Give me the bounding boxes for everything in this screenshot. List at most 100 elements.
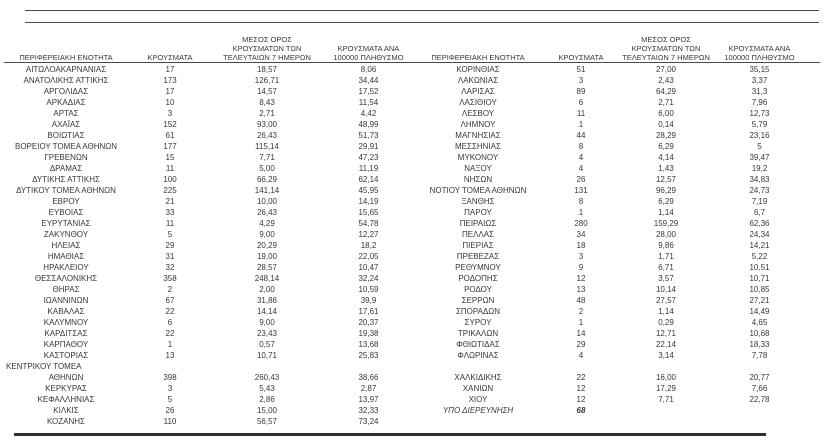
cell-per100k: 19,2 [751,164,768,173]
header-avg7: ΜΕΣΟΣ ΟΡΟΣ ΚΡΟΥΣΜΑΤΩΝ ΤΩΝ ΤΕΛΕΥΤΑΙΩΝ 7 Η… [223,35,311,62]
header-region: ΠΕΡΙΦΕΡΕΙΑΚΗ ΕΝΟΤΗΤΑ [19,53,113,62]
table-row: ΔΥΤΙΚΟΥ ΤΟΜΕΑ ΑΘΗΝΩΝ 225 141,14 45,95 [2,185,413,196]
cell-avg7: 10,71 [256,351,278,360]
cell-avg7: 56,57 [256,417,278,426]
table-row: ΕΒΡΟΥ 21 10,00 14,19 [2,196,413,207]
cell-per100k: 13,97 [358,395,379,404]
table-row: ΝΗΣΩΝ 26 12,57 34,83 [414,174,807,185]
cell-cases: 44 [576,131,586,140]
cell-per100k: 17,61 [358,307,379,316]
header-region: ΠΕΡΙΦΕΡΕΙΑΚΗ ΕΝΟΤΗΤΑ [431,53,525,62]
cell-region: ΦΛΩΡΙΝΑΣ [457,351,499,360]
cell-avg7: 115,14 [255,142,279,151]
cell-per100k: 10,85 [749,285,770,294]
regional-cases-table-left: ΠΕΡΙΦΕΡΕΙΑΚΗ ΕΝΟΤΗΤΑ ΚΡΟΥΣΜΑΤΑ ΜΕΣΟΣ ΟΡΟ… [2,26,413,427]
cell-per100k: 27,21 [749,296,770,305]
cell-region: ΚΕΝΤΡΙΚΟΥ ΤΟΜΕΑ [6,362,82,371]
cell-cases: 26 [576,175,586,184]
table-row: ΚΙΛΚΙΣ 26 15,00 32,33 [2,405,413,416]
cell-region: ΚΑΡΔΙΤΣΑΣ [44,329,88,338]
cell-avg7: 260,43 [254,373,280,382]
cell-cases: 18 [576,241,586,250]
cell-per100k: 4,42 [360,109,377,118]
table-row: ΠΙΕΡΙΑΣ 18 9,86 14,21 [414,240,807,251]
table-row: ΦΘΙΩΤΙΔΑΣ 29 22,14 18,33 [414,339,807,350]
cell-region: ΚΑΒΑΛΑΣ [47,307,85,316]
cell-per100k: 62,36 [749,219,770,228]
cell-region: ΗΛΕΙΑΣ [51,241,81,250]
cell-cases: 14 [576,329,586,338]
cell-cases: 8 [578,142,584,151]
table-row: ΥΠΟ ΔΙΕΡΕΥΝΗΣΗ 68 [414,405,807,416]
cell-avg7 [210,361,324,372]
table-row [414,361,807,372]
cell-per100k: 18,33 [749,340,770,349]
cell-cases: 5 [167,395,173,404]
cell-avg7: 20,29 [256,241,278,250]
cell-region: ΚΑΛΥΜΝΟΥ [43,318,89,327]
cell-region: ΗΜΑΘΙΑΣ [47,252,85,261]
table-row: ΦΛΩΡΙΝΑΣ 4 3,14 7,78 [414,350,807,361]
cell-avg7 [620,416,712,427]
cell-region: ΑΘΗΝΩΝ [48,373,84,382]
cell-avg7: 4,29 [259,219,275,228]
cell-avg7: 10,00 [256,197,278,206]
table-row: ΡΟΔΟΥ 13 10,14 10,85 [414,284,807,295]
table-row: ΚΑΛΥΜΝΟΥ 6 9,00 20,37 [2,317,413,328]
cell-cases: 177 [163,142,177,151]
cell-region: ΡΟΔΟΠΗΣ [458,274,498,283]
cell-avg7: 14,57 [256,87,278,96]
table-body-right: ΚΟΡΙΝΘΙΑΣ 51 27,00 35,15 ΛΑΚΩΝΙΑΣ 3 2,43 3,37 ΛΑ… [414,64,807,427]
cell-avg7: 1,14 [658,208,674,217]
table-row: ΒΟΡΕΙΟΥ ΤΟΜΕΑ ΑΘΗΝΩΝ 177 115,14 29,91 [2,141,413,152]
cell-avg7: 0,57 [259,340,275,349]
cell-avg7: 9,00 [259,318,275,327]
table-row: ΚΟΖΑΝΗΣ 110 56,57 73,24 [2,416,413,427]
table-body-left: ΑΙΤΩΛΟΑΚΑΡΝΑΝΙΑΣ 17 18,57 8,06 ΑΝΑΤΟΛΙΚΗΣ ΑΤ… [2,64,413,427]
table-row: ΘΕΣΣΑΛΟΝΙΚΗΣ 358 248,14 32,24 [2,273,413,284]
table-row: ΡΟΔΟΠΗΣ 12 3,57 10,71 [414,273,807,284]
table-row: ΠΕΛΛΑΣ 34 28,00 24,34 [414,229,807,240]
cell-avg7: 7,71 [259,153,275,162]
table-row: ΛΑΡΙΣΑΣ 89 64,29 31,3 [414,86,807,97]
cell-per100k: 38,66 [358,373,379,382]
cell-cases: 11 [165,219,175,228]
cell-avg7: 6,71 [658,263,674,272]
table-row: ΜΑΓΝΗΣΙΑΣ 44 28,29 23,16 [414,130,807,141]
cell-avg7: 26,43 [256,208,278,217]
cell-cases: 1 [578,208,584,217]
table-row: ΗΡΑΚΛΕΙΟΥ 32 28,57 10,47 [2,262,413,273]
cell-cases: 8 [578,197,584,206]
table-row: ΙΩΑΝΝΙΝΩΝ 67 31,86 39,9 [2,295,413,306]
table-row: ΜΥΚΟΝΟΥ 4 4,14 39,47 [414,152,807,163]
cell-cases: 4 [578,153,584,162]
cell-region: ΚΑΡΠΑΘΟΥ [43,340,89,349]
cell-region: ΦΘΙΩΤΙΔΑΣ [456,340,500,349]
table-row: ΚΑΒΑΛΑΣ 22 14,14 17,61 [2,306,413,317]
cell-cases: 110 [163,417,177,426]
cell-region: ΓΡΕΒΕΝΩΝ [44,153,88,162]
cell-region: ΑΙΤΩΛΟΑΚΑΡΝΑΝΙΑΣ [25,65,107,74]
cell-region: ΣΥΡΟΥ [464,318,492,327]
cell-avg7: 93,00 [256,120,278,129]
cell-cases: 13 [576,285,586,294]
cell-cases: 12 [576,274,586,283]
cell-avg7: 159,29 [653,219,679,228]
cell-avg7: 6,29 [658,142,674,151]
cell-region: ΛΑΣΙΘΙΟΥ [459,98,497,107]
cell-cases: 1 [167,340,173,349]
cell-cases: 11 [165,164,175,173]
cell-per100k: 10,59 [358,285,379,294]
cell-avg7: 16,00 [655,373,677,382]
cell-avg7: 3,14 [658,351,674,360]
cell-per100k: 10,51 [749,263,770,272]
table-row [414,416,807,427]
cell-region: ΣΠΟΡΑΔΩΝ [455,307,501,316]
cell-region: ΠΑΡΟΥ [464,208,492,217]
cell-per100k: 6,7 [753,208,766,217]
cell-cases: 22 [165,307,175,316]
header-avg7: ΜΕΣΟΣ ΟΡΟΣ ΚΡΟΥΣΜΑΤΩΝ ΤΩΝ ΤΕΛΕΥΤΑΙΩΝ 7 Η… [622,35,710,62]
table-row: ΚΑΣΤΟΡΙΑΣ 13 10,71 25,83 [2,350,413,361]
header-underline [4,62,820,63]
header-row: ΠΕΡΙΦΕΡΕΙΑΚΗ ΕΝΟΤΗΤΑ ΚΡΟΥΣΜΑΤΑ ΜΕΣΟΣ ΟΡΟ… [2,26,413,64]
